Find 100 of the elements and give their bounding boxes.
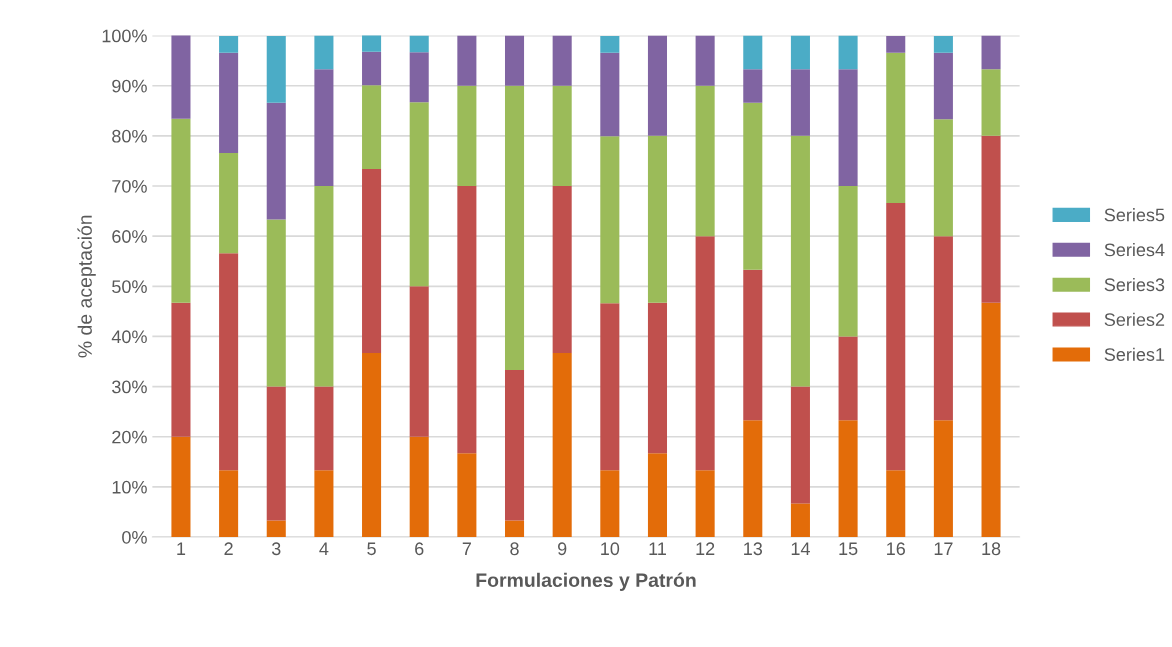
y-tick-label: 70% [112, 179, 147, 193]
legend-label: Series4 [1104, 243, 1165, 257]
bar [600, 470, 620, 538]
bar [933, 52, 953, 120]
bar [695, 85, 715, 237]
bar [981, 135, 1001, 303]
x-tick-label: 9 [558, 542, 567, 556]
bar [647, 453, 668, 538]
bar [838, 35, 858, 70]
x-tick-label: 11 [649, 542, 666, 555]
bar [981, 302, 1001, 538]
bar [314, 69, 334, 187]
bar [219, 253, 239, 471]
x-tick-label: 12 [696, 542, 715, 555]
bar [457, 85, 477, 187]
x-tick-label: 16 [887, 542, 905, 556]
y-tick-label: 10% [112, 480, 147, 494]
bar [457, 35, 477, 86]
y-tick-label: 90% [112, 79, 147, 93]
bar [886, 470, 906, 538]
x-tick-label: 4 [319, 542, 329, 555]
x-tick-label: 3 [271, 542, 281, 556]
bar [981, 69, 1001, 136]
bar [695, 35, 715, 86]
bar [552, 35, 572, 86]
bar [266, 520, 286, 538]
bar [600, 52, 620, 137]
bar [409, 102, 429, 287]
x-tick-label: 1 [177, 542, 186, 555]
x-tick-label: 8 [510, 542, 519, 556]
x-axis-title: Formulaciones y Patrón [476, 572, 696, 591]
bar [790, 69, 810, 136]
bar [171, 436, 191, 538]
bar [933, 236, 953, 421]
bar [743, 69, 763, 103]
x-tick-label: 15 [839, 542, 858, 556]
bar [933, 119, 953, 237]
x-tick-label: 13 [744, 542, 763, 556]
bar [743, 420, 763, 538]
x-tick-label: 5 [367, 542, 376, 556]
bar [743, 35, 763, 70]
bar [838, 420, 858, 538]
bar [362, 85, 382, 169]
bar [790, 35, 810, 70]
bar [695, 236, 715, 471]
bar [504, 85, 525, 371]
bar [504, 520, 525, 538]
y-axis-title: % de aceptación [77, 215, 96, 358]
bar [362, 168, 382, 353]
bar [266, 219, 286, 387]
y-tick-label: 100% [102, 29, 147, 43]
bar [314, 35, 334, 70]
x-tick-label: 6 [415, 542, 424, 556]
bar [790, 135, 810, 387]
bar [790, 503, 810, 538]
bar [219, 36, 239, 53]
bar [266, 386, 286, 521]
bar [600, 36, 620, 53]
x-tick-label: 2 [224, 542, 233, 555]
legend-label: Series3 [1104, 277, 1165, 292]
bar [886, 203, 906, 471]
x-tick-label: 14 [791, 542, 810, 555]
y-tick-label: 50% [112, 280, 147, 294]
bar [219, 152, 239, 254]
bar [743, 269, 763, 421]
bar [790, 386, 810, 504]
bar [647, 302, 668, 454]
y-tick-label: 0% [122, 530, 147, 544]
x-tick-label: 7 [462, 542, 471, 555]
bar [838, 186, 858, 337]
bar [171, 35, 191, 119]
bar [600, 136, 620, 304]
legend-label: Series5 [1104, 208, 1165, 222]
bar [171, 302, 191, 437]
bar [886, 36, 906, 53]
x-tick-label: 18 [982, 542, 1001, 556]
bar [504, 35, 525, 86]
bar [600, 303, 620, 471]
bar [933, 420, 953, 538]
bar [552, 85, 572, 187]
bar [552, 352, 572, 538]
bar [362, 35, 382, 52]
bar [171, 118, 191, 303]
bar [457, 186, 477, 454]
legend-label: Series2 [1104, 312, 1165, 327]
bar [266, 36, 286, 103]
bar [838, 336, 858, 421]
bar [504, 370, 525, 521]
bar [743, 102, 763, 270]
x-tick-label: 10 [601, 542, 620, 556]
bar [314, 186, 334, 387]
y-tick-label: 40% [111, 330, 147, 344]
bar [266, 102, 286, 220]
bar [314, 470, 334, 538]
bar [362, 51, 382, 86]
bar [552, 186, 572, 353]
bar [886, 52, 906, 204]
bar [933, 36, 953, 53]
bar [409, 286, 429, 437]
bar [647, 35, 668, 136]
